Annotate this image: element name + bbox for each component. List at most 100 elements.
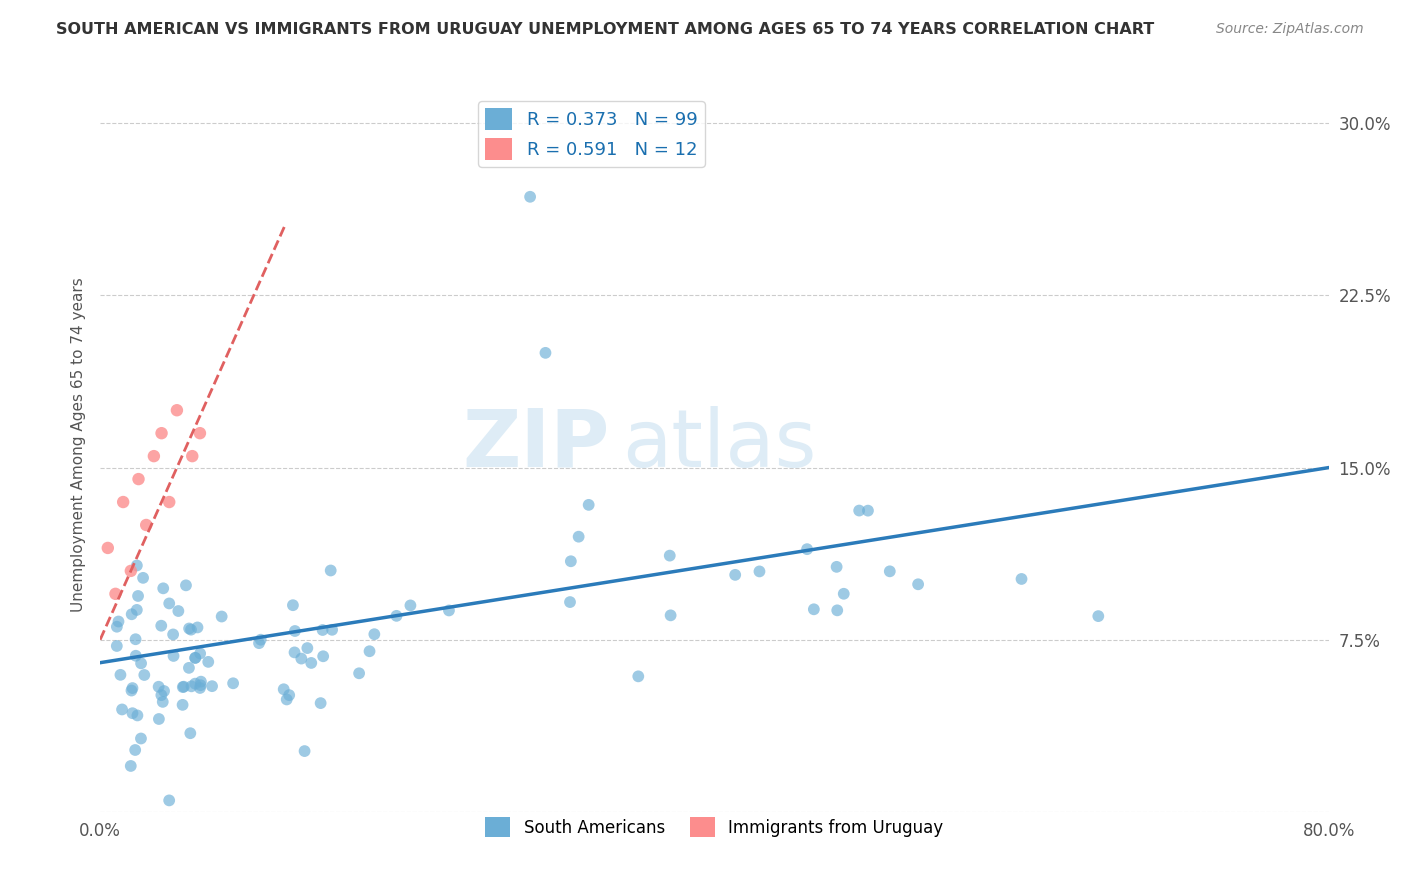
Point [134,668,156,682]
Point [222,676,245,690]
Point [803,602,825,616]
Point [124,743,146,757]
Point [157,596,180,610]
Point [311,623,333,637]
Point [110,668,132,682]
Point [832,587,855,601]
Point [135,518,157,533]
Point [177,661,200,675]
Point [659,608,682,623]
Point [568,530,591,544]
Point [309,696,332,710]
Point [124,632,146,647]
Point [519,190,541,204]
Point [907,577,929,591]
Point [276,692,298,706]
Point [211,609,233,624]
Point [179,726,201,740]
Text: atlas: atlas [623,406,817,483]
Point [157,793,180,807]
Text: Source: ZipAtlas.com: Source: ZipAtlas.com [1216,22,1364,37]
Point [121,683,143,698]
Point [848,503,870,517]
Point [290,651,312,665]
Point [363,627,385,641]
Point [321,623,343,637]
Point [121,607,143,622]
Point [129,657,152,671]
Point [560,554,582,568]
Point [125,648,148,663]
Point [162,648,184,663]
Point [111,702,134,716]
Point [174,578,197,592]
Point [180,679,202,693]
Point [104,587,127,601]
Point [558,595,581,609]
Point [247,636,270,650]
Point [312,649,335,664]
Text: ZIP: ZIP [463,406,610,483]
Point [188,647,211,661]
Point [153,684,176,698]
Point [112,495,135,509]
Point [120,564,142,578]
Point [127,589,149,603]
Point [1011,572,1033,586]
Point [105,639,128,653]
Point [578,498,600,512]
Point [162,627,184,641]
Point [142,449,165,463]
Point [281,598,304,612]
Point [188,681,211,695]
Point [148,712,170,726]
Point [184,651,207,665]
Point [197,655,219,669]
Point [188,426,211,441]
Point [724,567,747,582]
Point [658,549,681,563]
Point [186,620,208,634]
Point [180,623,202,637]
Point [190,674,212,689]
Point [825,559,848,574]
Point [121,681,143,695]
Point [825,603,848,617]
Point [319,564,342,578]
Point [152,582,174,596]
Point [184,676,207,690]
Text: SOUTH AMERICAN VS IMMIGRANTS FROM URUGUAY UNEMPLOYMENT AMONG AGES 65 TO 74 YEARS: SOUTH AMERICAN VS IMMIGRANTS FROM URUGUA… [56,22,1154,37]
Point [167,604,190,618]
Point [125,603,148,617]
Point [184,651,207,665]
Point [437,603,460,617]
Point [125,558,148,573]
Point [150,688,173,702]
Point [166,403,188,417]
Point [297,641,319,656]
Legend: South Americans, Immigrants from Uruguay: South Americans, Immigrants from Uruguay [478,810,950,844]
Point [359,644,381,658]
Point [97,541,120,555]
Point [148,680,170,694]
Point [385,608,408,623]
Point [107,615,129,629]
Point [157,495,180,509]
Point [534,346,557,360]
Point [278,688,301,702]
Point [120,759,142,773]
Point [121,706,143,721]
Point [796,542,818,557]
Point [150,426,173,441]
Point [179,622,201,636]
Point [249,632,271,647]
Point [172,698,194,712]
Point [299,656,322,670]
Point [879,564,901,578]
Point [347,666,370,681]
Y-axis label: Unemployment Among Ages 65 to 74 years: Unemployment Among Ages 65 to 74 years [72,277,86,612]
Point [105,620,128,634]
Point [150,618,173,632]
Point [181,449,204,463]
Point [201,679,224,693]
